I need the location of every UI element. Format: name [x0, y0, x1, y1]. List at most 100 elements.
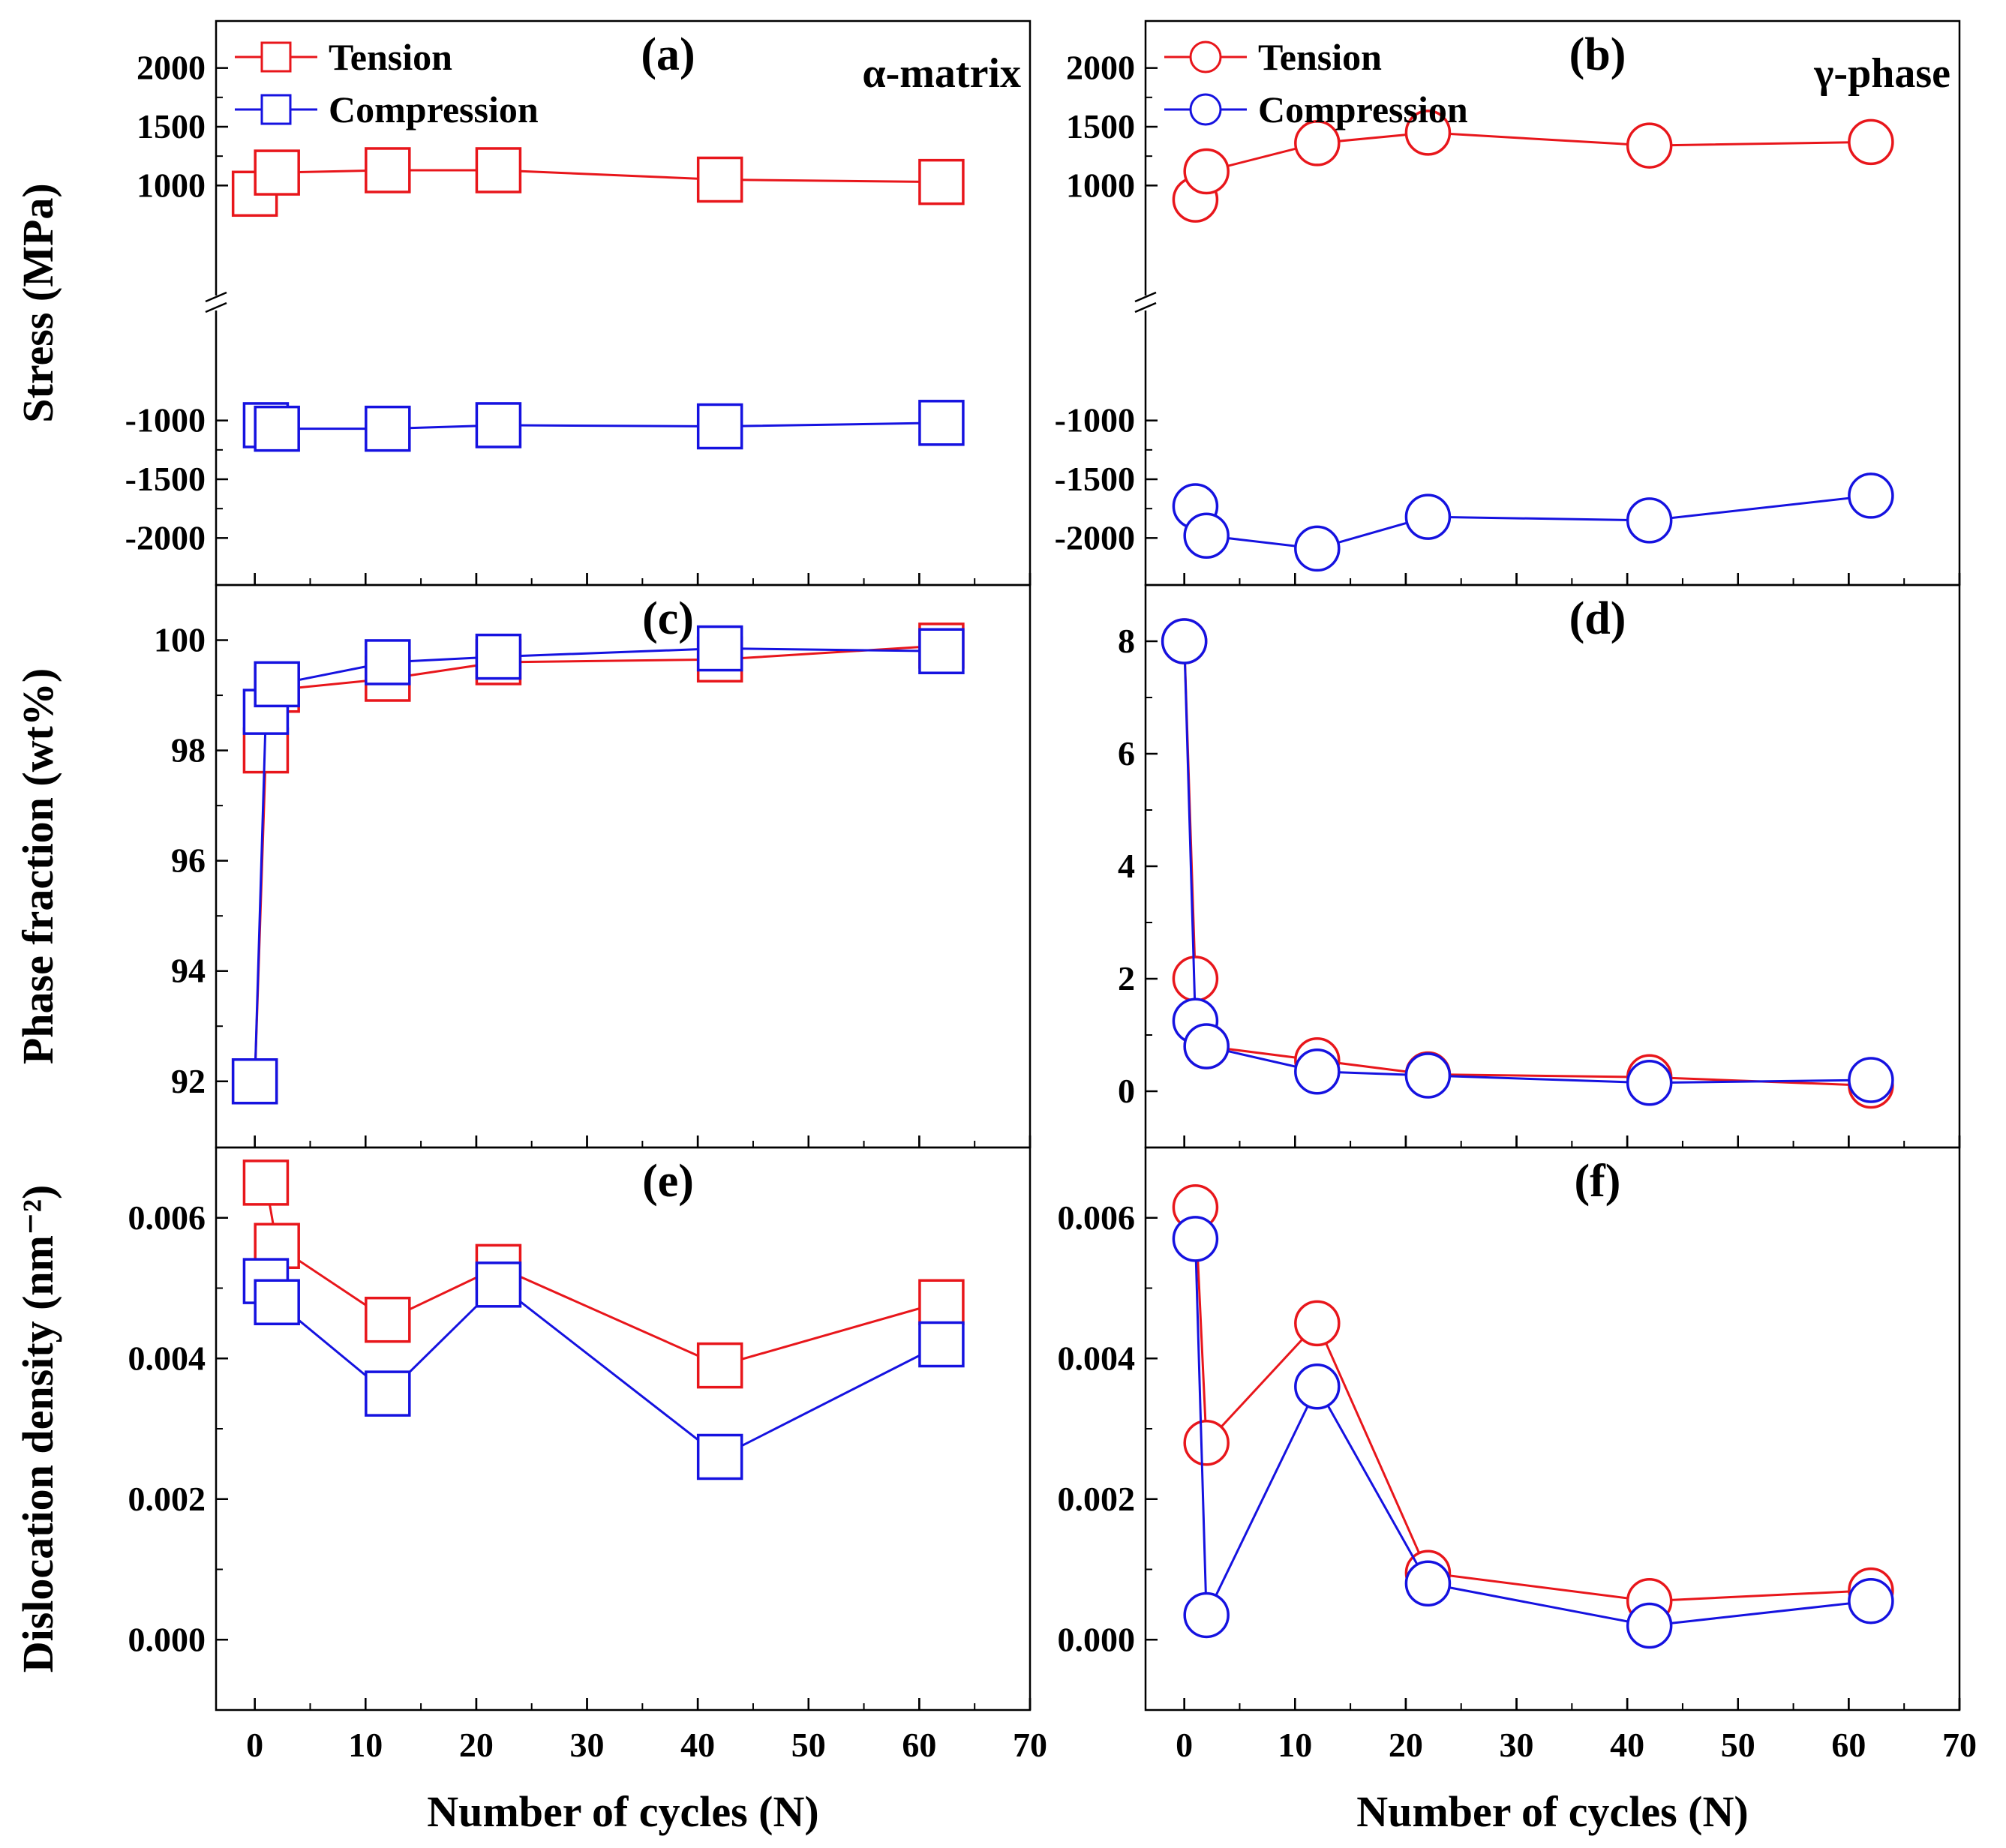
panel-c-frame [215, 584, 1032, 1149]
data-point-compression [1848, 1057, 1894, 1103]
y-tick-label: 2000 [137, 49, 206, 87]
ylabel-phase-fraction: Phase fraction (wt%) [14, 668, 62, 1064]
y-tick-label: 0.004 [128, 1339, 206, 1377]
y-tick-label: 100 [154, 621, 206, 659]
data-point-compression [254, 1279, 300, 1325]
axis-break-mark [1134, 291, 1157, 303]
data-point-compression [1161, 618, 1208, 664]
data-point-tension [696, 156, 743, 203]
legend-marker [260, 94, 292, 125]
data-point-compression [1626, 1602, 1673, 1649]
y-tick-label: 0.000 [128, 1620, 206, 1658]
panel-b: 1000 1500 2000 -1000 -1500 -2000 (b) γ-phase Ten… [1055, 20, 1961, 586]
data-point-compression [1294, 525, 1341, 572]
data-point-compression [254, 405, 300, 452]
y-tick-label: 0.000 [1058, 1620, 1136, 1658]
y-tick-label: 1500 [1066, 107, 1135, 146]
legend-label: Tension [1258, 36, 1382, 78]
y-tick-label: 0.002 [128, 1480, 206, 1518]
y-tick-label: 96 [171, 842, 206, 880]
y-tick-label: 0.002 [1058, 1480, 1136, 1518]
panel-e-frame [215, 1146, 1032, 1712]
y-tick-label: 0.004 [1058, 1339, 1136, 1377]
y-tick-label: 2 [1118, 959, 1135, 998]
series-line-compression [1183, 640, 1871, 1084]
phase-label-b: γ-phase [1813, 50, 1950, 97]
data-point-compression [475, 633, 522, 680]
legend-item-tension: Tension [235, 36, 452, 78]
legend-label: Compression [1258, 88, 1468, 130]
panel-label-e: (e) [642, 1156, 694, 1207]
axis-break-mark [1134, 302, 1157, 314]
panel-f: 0 10 20 30 40 50 60 70 Number of cycles (N) 0.000… [1058, 1146, 1977, 1836]
y-tick-label: -1000 [1055, 401, 1135, 440]
data-point-compression [1404, 494, 1452, 540]
series-line-tension [254, 169, 941, 195]
xlabel-left: Number of cycles (N) [427, 1787, 818, 1836]
y-tick-label: 8 [1118, 622, 1135, 660]
panel-d: 0 2 4 6 8 (d) [1118, 584, 1961, 1149]
axis-break-mark [205, 291, 227, 303]
x-tick-label: 20 [459, 1726, 494, 1764]
data-point-tension [254, 149, 300, 196]
y-tick-label: -2000 [125, 518, 206, 556]
data-point-compression [365, 405, 411, 452]
data-point-compression [918, 628, 965, 674]
y-tick-label: 1000 [1066, 166, 1135, 204]
panel-label-d: (d) [1569, 593, 1626, 644]
data-point-compression [1404, 1560, 1452, 1606]
data-point-tension [696, 1342, 743, 1389]
data-point-compression [1848, 472, 1894, 519]
data-point-tension [918, 158, 965, 206]
data-point-tension [1294, 1300, 1341, 1347]
ylabel-dislocation-density: Dislocation density (nm⁻²) [14, 1185, 62, 1673]
xlabel-right: Number of cycles (N) [1356, 1787, 1748, 1836]
x-tick-label: 30 [1500, 1726, 1534, 1764]
y-tick-label: -1500 [1055, 460, 1135, 498]
x-tick-label: 30 [570, 1726, 605, 1764]
data-point-tension [1404, 110, 1452, 156]
data-point-compression [918, 1321, 965, 1368]
axis-break-mark [205, 302, 227, 314]
data-point-compression [696, 625, 743, 672]
y-tick-label: 0.006 [128, 1198, 206, 1237]
data-point-tension [1848, 118, 1894, 166]
data-point-compression [1294, 1364, 1341, 1410]
series-line-tension [254, 644, 941, 1082]
x-tick-label: 70 [1942, 1726, 1977, 1764]
y-tick-label: -1500 [125, 460, 206, 498]
panel-label-a: (a) [641, 29, 695, 80]
data-point-tension [242, 1160, 290, 1206]
data-point-compression [254, 661, 300, 708]
data-point-compression [1626, 497, 1673, 544]
y-tick-label: 94 [171, 952, 206, 990]
y-tick-label: -1000 [125, 401, 206, 440]
data-point-compression [1183, 1592, 1230, 1639]
panel-label-c: (c) [642, 593, 694, 644]
data-point-compression [696, 403, 743, 450]
legend-marker [1189, 93, 1222, 126]
data-point-compression [1183, 512, 1230, 559]
y-tick-label: 6 [1118, 734, 1135, 772]
legend-marker [1189, 40, 1222, 74]
x-tick-label: 0 [246, 1726, 263, 1764]
panel-e: 0 10 20 30 40 50 60 70 Number of cycles (N) 0.000… [14, 1146, 1047, 1836]
y-tick-label: 98 [171, 731, 206, 770]
legend-label: Tension [329, 36, 452, 78]
legend-item-tension: Tension [1164, 36, 1382, 78]
data-point-tension [1294, 120, 1341, 166]
x-tick-label: 50 [791, 1726, 826, 1764]
data-point-compression [1404, 1052, 1452, 1099]
data-point-compression [1294, 1048, 1341, 1095]
panel-label-f: (f) [1575, 1156, 1621, 1207]
data-point-compression [1848, 1577, 1894, 1624]
panel-a: 1000 1500 2000 -1000 -1500 -2000 Stress (MPa) (… [14, 20, 1032, 586]
x-tick-label: 10 [348, 1726, 383, 1764]
y-tick-label: 0 [1118, 1072, 1135, 1110]
phase-label-a: α-matrix [862, 50, 1021, 97]
x-tick-label: 70 [1013, 1726, 1047, 1764]
panel-label-b: (b) [1569, 29, 1626, 80]
data-point-tension [1183, 1420, 1230, 1466]
data-point-compression [1626, 1060, 1673, 1106]
